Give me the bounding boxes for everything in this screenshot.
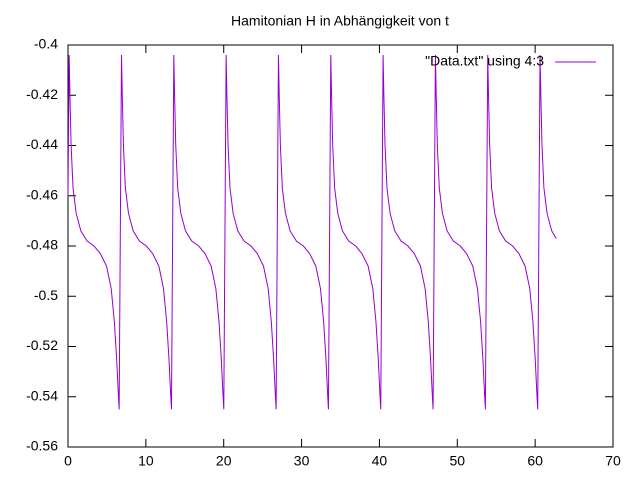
x-tick-label: 20 <box>216 453 232 469</box>
x-tick-label: 50 <box>449 453 465 469</box>
data-line <box>67 55 557 410</box>
y-tick-label: -0.5 <box>34 287 58 303</box>
y-tick-label: -0.42 <box>26 86 58 102</box>
x-tick-label: 10 <box>138 453 154 469</box>
y-tick-label: -0.56 <box>26 438 58 454</box>
x-tick-label: 30 <box>294 453 310 469</box>
y-tick-label: -0.44 <box>26 136 58 152</box>
y-tick-label: -0.46 <box>26 186 58 202</box>
y-tick-label: -0.54 <box>26 387 58 403</box>
legend-label: "Data.txt" using 4:3 <box>425 53 544 69</box>
y-tick-label: -0.4 <box>34 36 58 52</box>
x-tick-label: 40 <box>372 453 388 469</box>
x-tick-label: 0 <box>64 453 72 469</box>
y-tick-label: -0.48 <box>26 237 58 253</box>
chart-title: Hamitonian H in Abhängigkeit von t <box>231 13 449 29</box>
y-tick-label: -0.52 <box>26 337 58 353</box>
x-tick-label: 60 <box>527 453 543 469</box>
x-tick-label: 70 <box>605 453 621 469</box>
